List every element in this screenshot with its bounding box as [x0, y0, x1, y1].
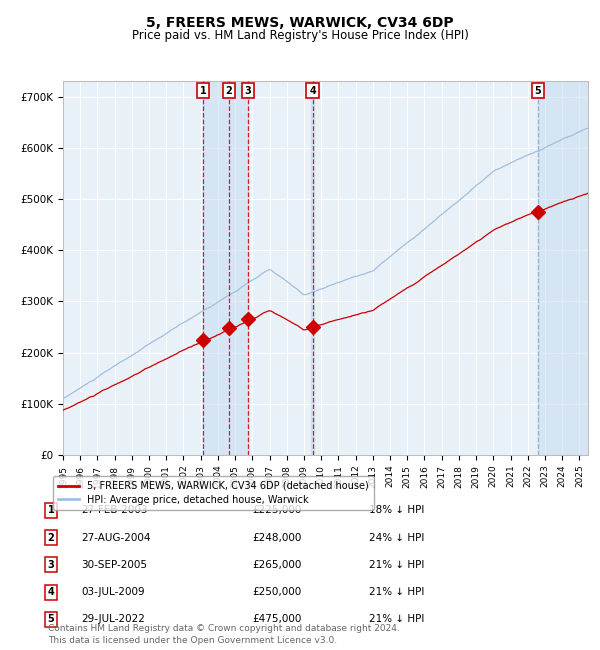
Text: 2: 2	[47, 532, 55, 543]
Text: 5: 5	[47, 614, 55, 625]
Text: £225,000: £225,000	[252, 505, 301, 515]
Text: £475,000: £475,000	[252, 614, 301, 625]
Text: 27-FEB-2003: 27-FEB-2003	[81, 505, 148, 515]
Text: 5: 5	[535, 86, 541, 96]
Text: Price paid vs. HM Land Registry's House Price Index (HPI): Price paid vs. HM Land Registry's House …	[131, 29, 469, 42]
Text: £248,000: £248,000	[252, 532, 301, 543]
Text: 21% ↓ HPI: 21% ↓ HPI	[369, 560, 424, 570]
Text: 27-AUG-2004: 27-AUG-2004	[81, 532, 151, 543]
Text: 30-SEP-2005: 30-SEP-2005	[81, 560, 147, 570]
Text: 18% ↓ HPI: 18% ↓ HPI	[369, 505, 424, 515]
Text: 1: 1	[47, 505, 55, 515]
Text: 21% ↓ HPI: 21% ↓ HPI	[369, 587, 424, 597]
Bar	[203, 81, 248, 455]
Text: 2: 2	[226, 86, 232, 96]
Text: 4: 4	[47, 587, 55, 597]
Text: 29-JUL-2022: 29-JUL-2022	[81, 614, 145, 625]
Text: £265,000: £265,000	[252, 560, 301, 570]
Text: 4: 4	[309, 86, 316, 96]
Bar	[311, 81, 314, 455]
Bar	[538, 81, 588, 455]
Text: 1: 1	[200, 86, 206, 96]
Text: 3: 3	[47, 560, 55, 570]
Text: Contains HM Land Registry data © Crown copyright and database right 2024.
This d: Contains HM Land Registry data © Crown c…	[48, 624, 400, 645]
Text: 03-JUL-2009: 03-JUL-2009	[81, 587, 145, 597]
Legend: 5, FREERS MEWS, WARWICK, CV34 6DP (detached house), HPI: Average price, detached: 5, FREERS MEWS, WARWICK, CV34 6DP (detac…	[53, 476, 373, 510]
Text: 21% ↓ HPI: 21% ↓ HPI	[369, 614, 424, 625]
Text: £250,000: £250,000	[252, 587, 301, 597]
Text: 5, FREERS MEWS, WARWICK, CV34 6DP: 5, FREERS MEWS, WARWICK, CV34 6DP	[146, 16, 454, 31]
Text: 24% ↓ HPI: 24% ↓ HPI	[369, 532, 424, 543]
Text: 3: 3	[245, 86, 251, 96]
